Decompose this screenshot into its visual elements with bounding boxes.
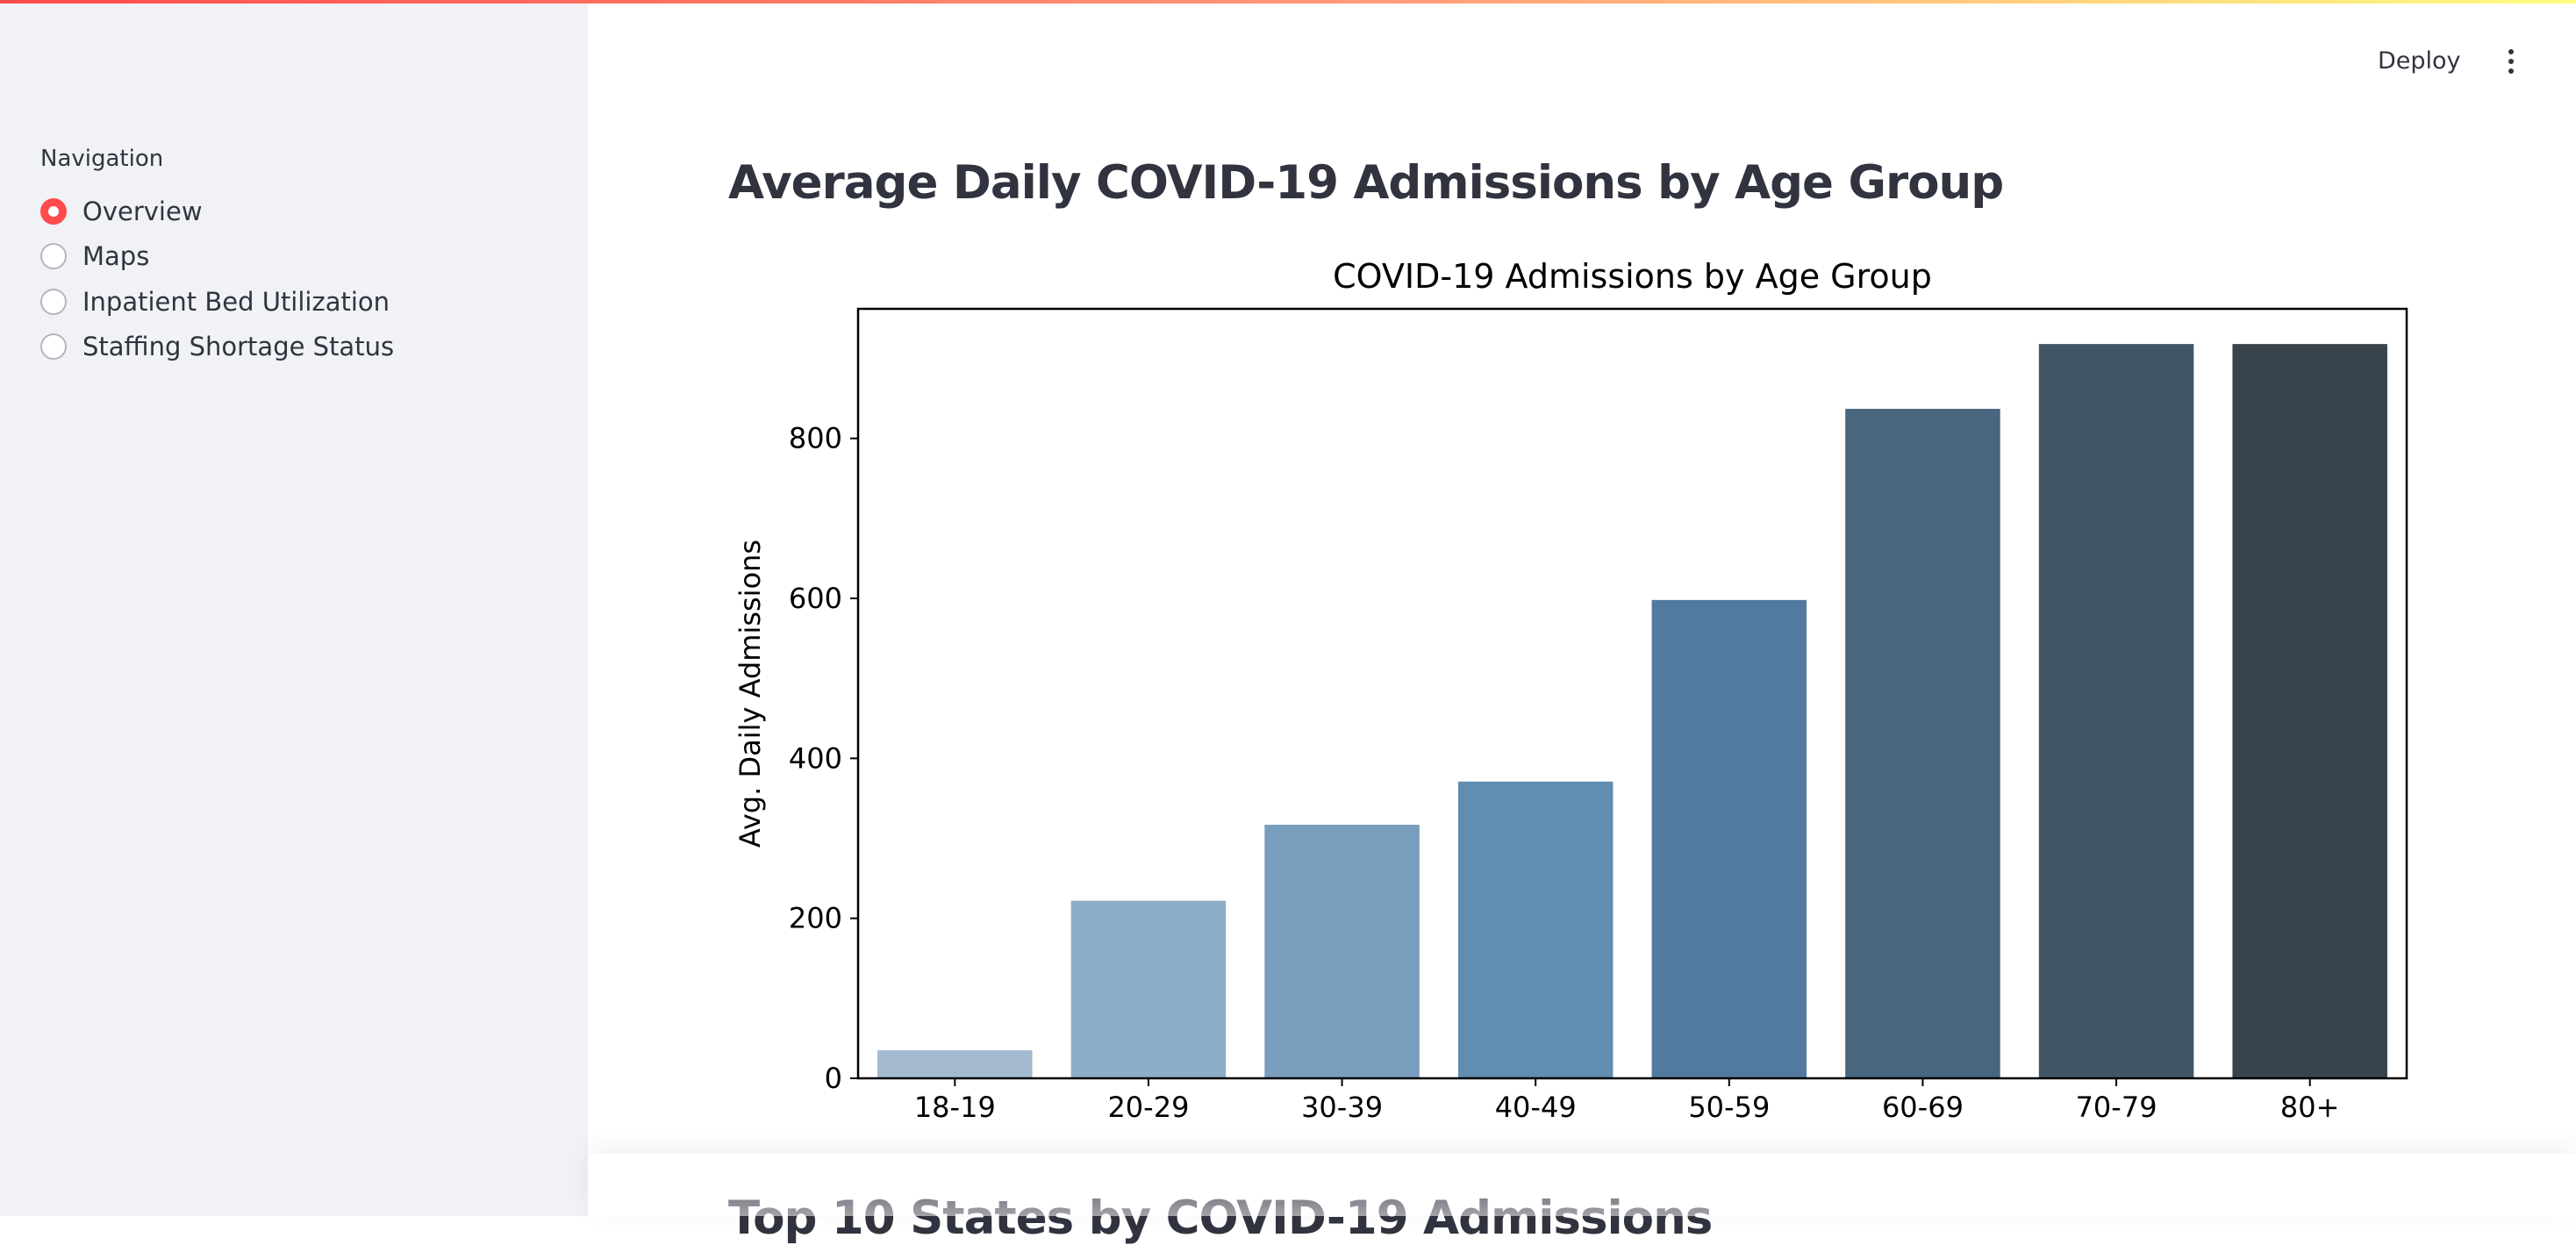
x-tick-label: 80+ (2280, 1091, 2340, 1124)
bar-70-79 (2038, 344, 2194, 1078)
top-decoration-bar (0, 0, 2576, 4)
y-tick-label: 200 (789, 902, 842, 935)
nav-item-label: Overview (82, 196, 203, 226)
radio-icon[interactable] (40, 243, 67, 270)
x-tick-label: 40-49 (1495, 1091, 1577, 1124)
y-tick-label: 800 (789, 422, 842, 455)
bar-18-19 (877, 1050, 1033, 1078)
x-tick-label: 18-19 (914, 1091, 996, 1124)
y-tick-label: 600 (789, 582, 842, 615)
nav-item-staffing-shortage-status[interactable]: Staffing Shortage Status (40, 325, 394, 370)
bar-60-69 (1845, 408, 2000, 1078)
sidebar: Navigation Overview Maps Inpatient Bed U… (0, 0, 588, 1216)
bar-80+ (2232, 344, 2387, 1078)
nav-item-inpatient-bed-utilization[interactable]: Inpatient Bed Utilization (40, 279, 394, 325)
radio-icon[interactable] (40, 333, 67, 361)
radio-icon[interactable] (40, 288, 67, 315)
y-tick-label: 0 (825, 1062, 842, 1095)
navigation-radio-group: Overview Maps Inpatient Bed Utilization … (40, 189, 394, 369)
chart-title: COVID-19 Admissions by Age Group (1333, 257, 1932, 296)
menu-dot (2508, 59, 2514, 64)
bar-20-29 (1070, 900, 1227, 1078)
x-tick-label: 20-29 (1107, 1091, 1189, 1124)
y-axis-label: Avg. Daily Admissions (733, 540, 767, 848)
x-tick-label: 30-39 (1301, 1091, 1383, 1124)
page-title: Average Daily COVID-19 Admissions by Age… (728, 156, 2004, 210)
section-heading: Top 10 States by COVID-19 Admissions (728, 1191, 1713, 1245)
bar-chart: COVID-19 Admissions by Age Group 18-19 20-… (733, 257, 2408, 1124)
x-tick-label: 50-59 (1688, 1091, 1770, 1124)
x-tick-label: 60-69 (1882, 1091, 1964, 1124)
bar-40-49 (1457, 781, 1614, 1078)
navigation-label: Navigation (40, 146, 164, 172)
x-tick-label: 70-79 (2076, 1091, 2157, 1124)
nav-item-label: Inpatient Bed Utilization (82, 286, 390, 317)
bar-50-59 (1651, 599, 1807, 1078)
deploy-button[interactable]: Deploy (2378, 47, 2461, 75)
nav-item-maps[interactable]: Maps (40, 234, 394, 280)
kebab-menu-icon[interactable] (2494, 42, 2529, 81)
nav-item-overview[interactable]: Overview (40, 189, 394, 234)
axes-frame (856, 307, 2408, 1080)
menu-dot (2508, 68, 2514, 74)
bar-30-39 (1264, 825, 1420, 1078)
radio-icon[interactable] (40, 197, 67, 225)
nav-item-label: Maps (82, 241, 150, 272)
menu-dot (2508, 49, 2514, 54)
nav-item-label: Staffing Shortage Status (82, 332, 395, 362)
y-tick-label: 400 (789, 741, 842, 775)
